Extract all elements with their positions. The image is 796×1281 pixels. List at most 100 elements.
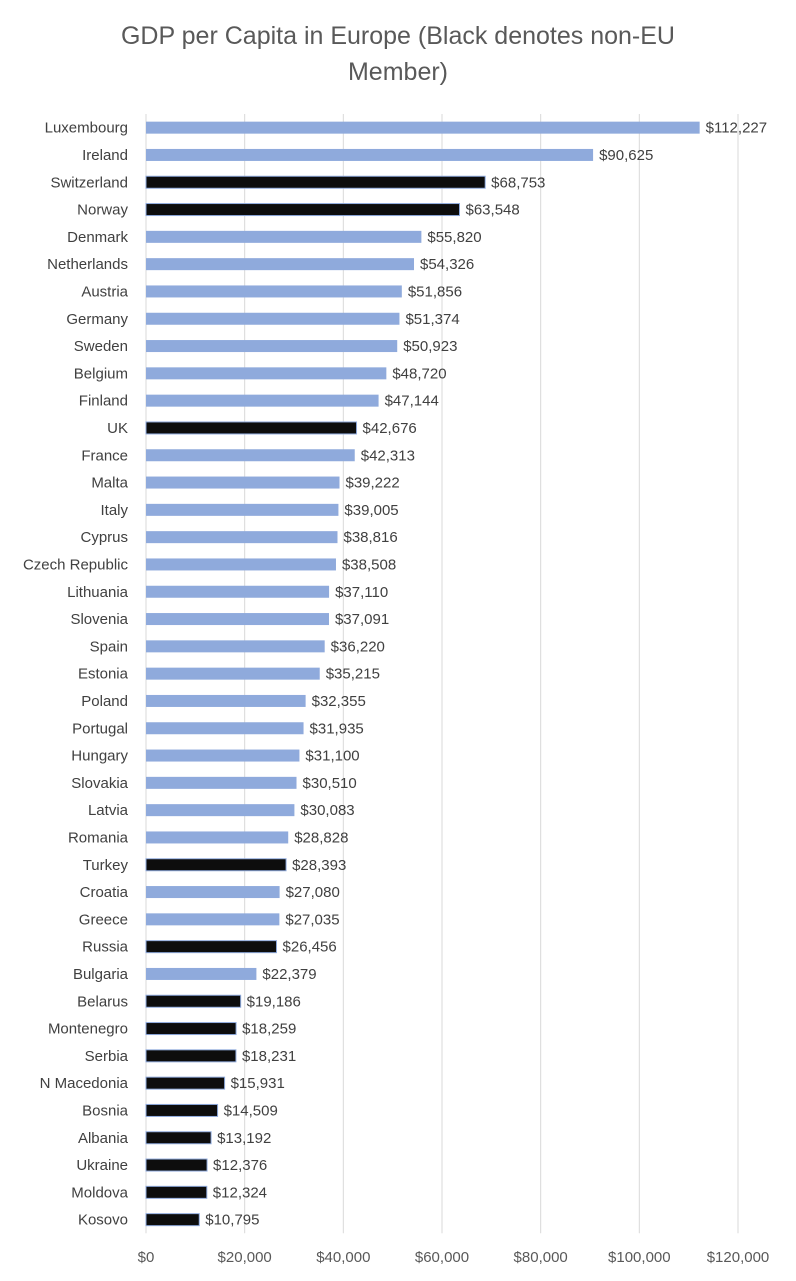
category-label: Belgium [74,365,128,382]
category-label: Luxembourg [45,120,128,137]
bar [146,776,297,789]
bar [146,585,330,598]
category-label: Denmark [67,229,128,246]
category-label: Moldova [71,1184,128,1201]
category-label: Belarus [77,993,128,1010]
category-label: Poland [81,693,128,710]
category-label: Italy [100,502,128,519]
category-label: Russia [82,939,129,956]
bar [146,531,338,544]
chart-title: GDP per Capita in Europe (Black denotes … [0,18,796,90]
bar [145,1158,208,1172]
bar [146,804,295,817]
value-label: $90,625 [599,147,653,164]
x-tick-label: $120,000 [707,1249,770,1266]
value-label: $30,510 [303,775,357,792]
value-label: $27,035 [285,911,339,928]
value-label: $112,227 [706,120,767,137]
value-label: $42,676 [363,420,417,437]
category-label: Netherlands [47,256,128,273]
value-label: $50,923 [403,338,457,355]
category-label: Romania [68,829,129,846]
category-label: Serbia [85,1048,129,1065]
category-label: Norway [77,202,128,219]
gridlines [145,114,739,1234]
value-label: $28,828 [294,829,348,846]
value-label: $28,393 [292,857,346,874]
category-label: Turkey [83,857,129,874]
category-label: Bulgaria [73,966,129,983]
category-label: Latvia [88,802,129,819]
value-label: $10,795 [205,1212,259,1229]
bar [146,831,289,844]
value-label: $51,374 [405,311,459,328]
value-label: $36,220 [331,638,385,655]
value-label: $37,091 [335,611,389,628]
category-label: Spain [90,638,128,655]
value-label: $19,186 [247,993,301,1010]
bar [145,994,242,1008]
category-label: Cyprus [80,529,128,546]
value-label: $30,083 [300,802,354,819]
category-label: Slovenia [70,611,128,628]
value-label: $39,005 [344,502,398,519]
x-axis-tick-labels: $0 $20,000 $40,000 $60,000 $80,000 $100,000 $1… [138,1249,770,1266]
value-label: $37,110 [335,584,388,601]
value-label: $42,313 [361,447,415,464]
value-label: $39,222 [345,475,399,492]
bar [146,640,325,653]
bar [146,449,355,462]
category-label: Slovakia [71,775,128,792]
category-label: Lithuania [67,584,129,601]
chart-title-line-2: Member) [347,58,448,86]
x-tick-label: $80,000 [514,1249,568,1266]
bar [146,148,594,161]
x-tick-label: $0 [138,1249,155,1266]
value-label: $38,508 [342,556,396,573]
category-label: France [81,447,128,464]
value-label: $68,753 [491,174,545,191]
bar [146,967,257,980]
bar [146,285,402,298]
bar [146,749,300,762]
bar [145,203,461,217]
value-label: $63,548 [466,202,520,219]
bar [145,1076,226,1090]
x-tick-label: $20,000 [218,1249,272,1266]
value-label: $38,816 [343,529,397,546]
value-label: $15,931 [231,1075,285,1092]
value-label: $26,456 [283,939,337,956]
category-label: Bosnia [82,1102,129,1119]
category-label: Finland [79,393,128,410]
x-tick-label: $40,000 [316,1249,370,1266]
bar [146,558,336,571]
category-label: Czech Republic [23,556,129,573]
value-labels: $112,227 $90,625 $68,753 $63,548 $55,820 $54,… [205,120,767,1229]
category-label: Croatia [80,884,129,901]
category-label: Montenegro [48,1021,128,1038]
bar [145,1185,208,1199]
bar [145,858,287,872]
category-label: Germany [66,311,128,328]
value-label: $13,192 [217,1130,271,1147]
bar [146,312,400,325]
category-label: Austria [81,283,128,300]
value-label: $35,215 [326,666,380,683]
category-label: UK [107,420,128,437]
bar [146,340,398,353]
bar [145,1131,212,1145]
value-label: $31,935 [310,720,364,737]
bar [146,886,280,899]
value-label: $32,355 [312,693,366,710]
value-label: $18,231 [242,1048,296,1065]
x-tick-label: $60,000 [415,1249,469,1266]
value-label: $51,856 [408,283,462,300]
category-label: Greece [79,911,128,928]
bar [145,1049,237,1063]
category-label: Ireland [82,147,128,164]
bar [146,694,306,707]
category-label: Kosovo [78,1212,128,1229]
value-label: $31,100 [305,748,359,765]
bar [145,175,486,189]
